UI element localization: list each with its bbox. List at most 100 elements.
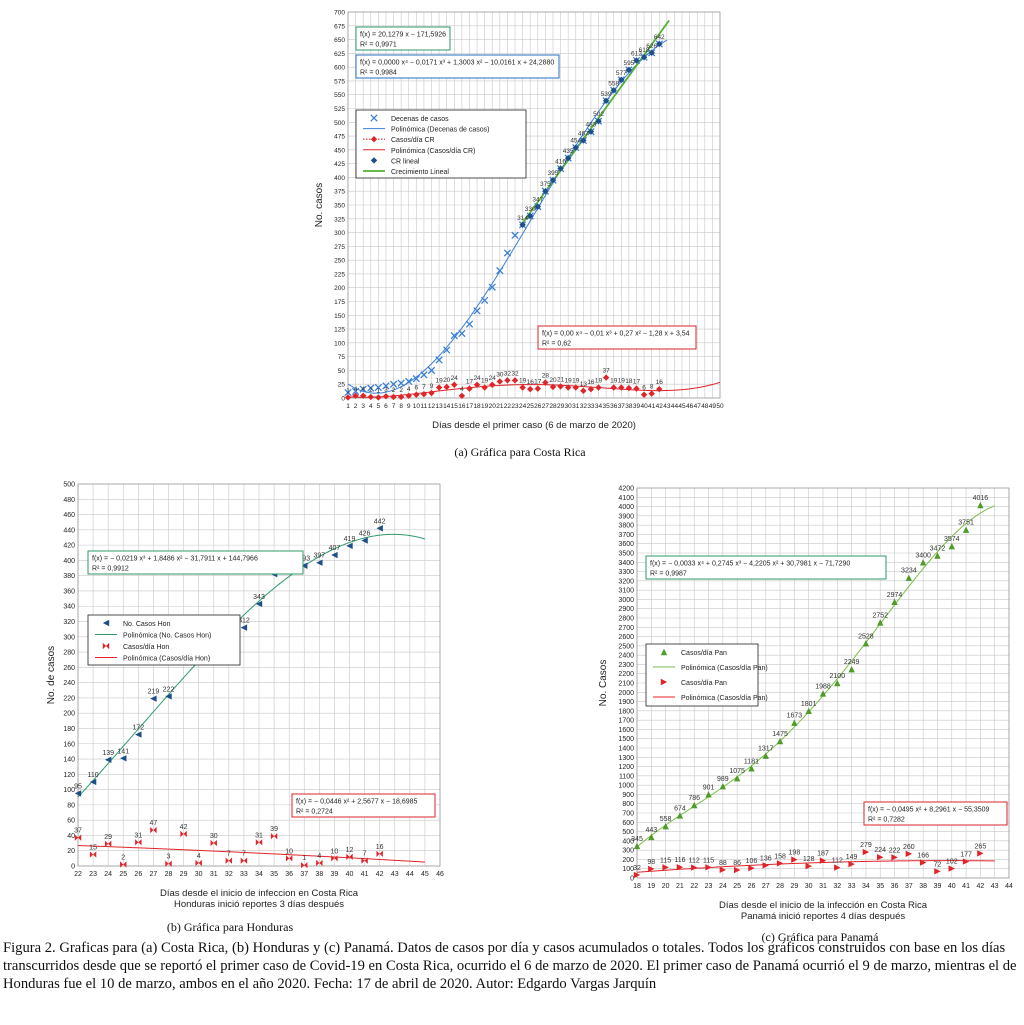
y-tick-label: 0 [630, 876, 634, 883]
y-tick-label: 75 [338, 354, 346, 361]
data-point [719, 782, 727, 790]
data-label: 20 [443, 377, 451, 384]
data-point [165, 693, 172, 700]
data-label: 4 [361, 386, 365, 393]
data-point [150, 695, 157, 702]
data-point [891, 854, 898, 861]
data-point [135, 731, 142, 738]
data-label: 19 [610, 378, 618, 385]
y-tick-label: 100 [63, 787, 75, 794]
data-point [104, 840, 112, 848]
caption-panama: (c) Gráfica para Panamá [761, 930, 879, 944]
y-tick-label: 375 [334, 189, 345, 196]
data-point [776, 860, 784, 867]
data-point [427, 366, 436, 375]
data-label: 3472 [930, 546, 946, 553]
data-point [397, 379, 405, 387]
y-tick-label: 300 [63, 634, 75, 641]
x-tick-label: 18 [633, 883, 641, 890]
x-tick-label: 22 [74, 871, 82, 878]
x-tick-label: 39 [331, 871, 339, 878]
x-tick-label: 35 [270, 871, 278, 878]
x-tick-label: 37 [300, 871, 308, 878]
y-tick-label: 500 [334, 120, 345, 127]
data-point [549, 176, 557, 184]
data-point [165, 860, 172, 867]
data-label: 19 [519, 378, 527, 385]
y-tick-label: 4100 [618, 495, 634, 502]
x-tick-label: 45 [421, 871, 429, 878]
data-point [633, 57, 640, 64]
y-tick-label: 800 [622, 801, 634, 808]
x-tick-label: 31 [572, 403, 580, 410]
x-tick-label: 29 [557, 403, 565, 410]
x-tick-label: 2 [354, 403, 358, 410]
data-label: 1 [377, 387, 381, 394]
data-point [344, 388, 352, 397]
data-label: 86 [733, 860, 741, 867]
data-point [862, 640, 870, 647]
data-label: 219 [148, 689, 160, 696]
data-point [625, 66, 633, 74]
annotation-box [645, 555, 887, 580]
data-label: 618 [639, 47, 650, 54]
y-tick-label: 4200 [618, 486, 634, 493]
data-label: 32 [511, 370, 519, 377]
data-point [633, 871, 641, 879]
x-tick-label: 1 [346, 403, 350, 410]
y-tick-label: 625 [334, 51, 345, 58]
y-axis-label: No. de casos [46, 646, 57, 704]
data-point [618, 76, 625, 84]
legend-marker [370, 136, 378, 143]
data-point [633, 385, 640, 392]
data-label: 3574 [944, 536, 960, 543]
chart-honduras: 9511013914117221922226829830531234338239… [46, 482, 444, 911]
data-point [352, 392, 359, 399]
x-tick-label: 46 [686, 403, 694, 410]
data-label: 187 [817, 851, 829, 858]
data-point [934, 552, 941, 559]
data-label: 128 [803, 856, 815, 863]
data-label: 4 [317, 853, 321, 860]
data-point [691, 864, 698, 871]
y-tick-label: 3100 [618, 588, 634, 595]
data-point [301, 562, 308, 569]
legend-marker [660, 678, 668, 686]
x-tick-label: 40 [346, 871, 354, 878]
x-tick-label: 34 [595, 403, 603, 410]
data-label: 139 [102, 750, 114, 757]
x-tick-label: 29 [180, 871, 188, 878]
x-tick-label: 33 [240, 871, 248, 878]
data-point [834, 864, 841, 871]
data-point [285, 855, 293, 862]
y-tick-label: 3800 [618, 523, 634, 530]
data-point [934, 868, 941, 875]
y-tick-label: 480 [63, 497, 75, 504]
data-point [458, 392, 466, 399]
x-tick-label: 23 [89, 871, 97, 878]
data-label: 88 [719, 860, 727, 867]
data-label: 2 [399, 387, 403, 394]
data-label: 95 [74, 783, 82, 790]
x-tick-label: 38 [919, 883, 927, 890]
data-point [405, 392, 412, 399]
data-label: 416 [555, 159, 566, 166]
data-point [481, 384, 488, 391]
data-point [382, 393, 390, 400]
data-point [496, 378, 504, 385]
y-tick-label: 225 [334, 271, 345, 278]
data-label: 397 [313, 553, 325, 560]
data-point [719, 866, 727, 874]
legend-box [87, 614, 241, 666]
x-axis-label: Días desde el primer caso (6 de marzo de… [432, 420, 636, 431]
x-tick-label: 6 [384, 403, 388, 410]
y-tick-label: 3200 [618, 578, 634, 585]
x-axis-label-2: Honduras inició reportes 3 días después [174, 899, 344, 910]
data-label: 24 [489, 375, 497, 382]
annotation-box [87, 550, 304, 575]
data-label: 1801 [801, 701, 817, 708]
x-tick-label: 49 [709, 403, 717, 410]
y-tick-label: 1800 [618, 708, 634, 715]
x-tick-label: 16 [458, 403, 466, 410]
y-tick-label: 25 [338, 382, 346, 389]
